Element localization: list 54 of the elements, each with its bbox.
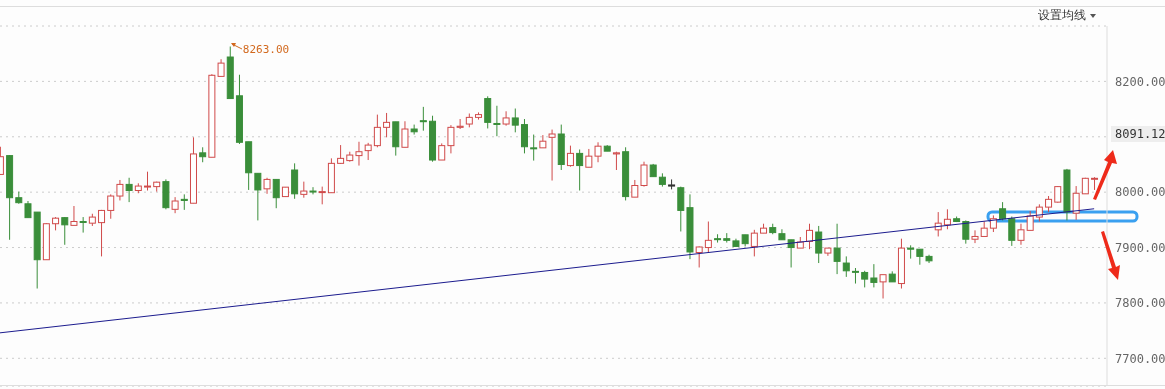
- y-tick-label: 7800.00: [1115, 296, 1165, 311]
- candlestick: [576, 149, 584, 191]
- candlestick: [879, 274, 887, 299]
- candlestick: [410, 124, 418, 136]
- y-tick-label: 8000.00: [1115, 185, 1165, 200]
- candlestick: [1008, 216, 1016, 247]
- candlestick: [943, 208, 951, 230]
- annotation: 8263.00: [242, 43, 290, 57]
- candlestick: [539, 134, 547, 149]
- candlestick: [566, 145, 574, 168]
- candlestick: [291, 162, 299, 200]
- candlestick: [107, 193, 115, 220]
- candlestick: [640, 161, 648, 188]
- candlestick: [548, 129, 556, 182]
- candlestick: [1072, 185, 1080, 221]
- candlestick: [373, 114, 381, 148]
- candlestick: [842, 255, 850, 278]
- candlestick: [254, 172, 262, 221]
- candlestick: [419, 106, 427, 132]
- candlestick: [70, 205, 78, 226]
- text: 8091.12: [1111, 126, 1165, 142]
- candlestick: [511, 108, 519, 133]
- candlestick: [144, 171, 152, 191]
- candlestick: [125, 177, 133, 203]
- candlestick: [750, 229, 758, 257]
- candlestick: [677, 186, 685, 232]
- candlestick: [484, 95, 492, 129]
- candlestick: [971, 229, 979, 244]
- candlestick: [98, 209, 106, 257]
- candlestick: [833, 223, 841, 275]
- candlestick: [493, 105, 501, 137]
- candlestick: [401, 120, 409, 148]
- candlestick: [704, 221, 712, 254]
- candlestick: [383, 112, 391, 138]
- candlestick: [355, 141, 363, 167]
- y-tick-label: 8200.00: [1115, 74, 1165, 89]
- candlestick: [1026, 210, 1034, 231]
- y-tick-label: 7900.00: [1115, 240, 1165, 255]
- candlestick: [502, 110, 510, 127]
- candlestick: [1017, 223, 1025, 246]
- candlestick: [815, 225, 823, 264]
- candlestick: [61, 216, 69, 246]
- candlestick: [272, 178, 280, 209]
- candlestick: [695, 245, 703, 268]
- candlestick: [870, 263, 878, 288]
- candlestick: [520, 118, 528, 154]
- candlestick: [337, 144, 345, 165]
- candlestick: [585, 148, 593, 168]
- candlestick: [116, 179, 124, 201]
- candlestick: [594, 141, 602, 163]
- y-tick-label: 7700.00: [1115, 351, 1165, 366]
- candlestick: [309, 186, 317, 195]
- text: 设置均线: [1038, 7, 1086, 24]
- candlestick: [530, 134, 538, 162]
